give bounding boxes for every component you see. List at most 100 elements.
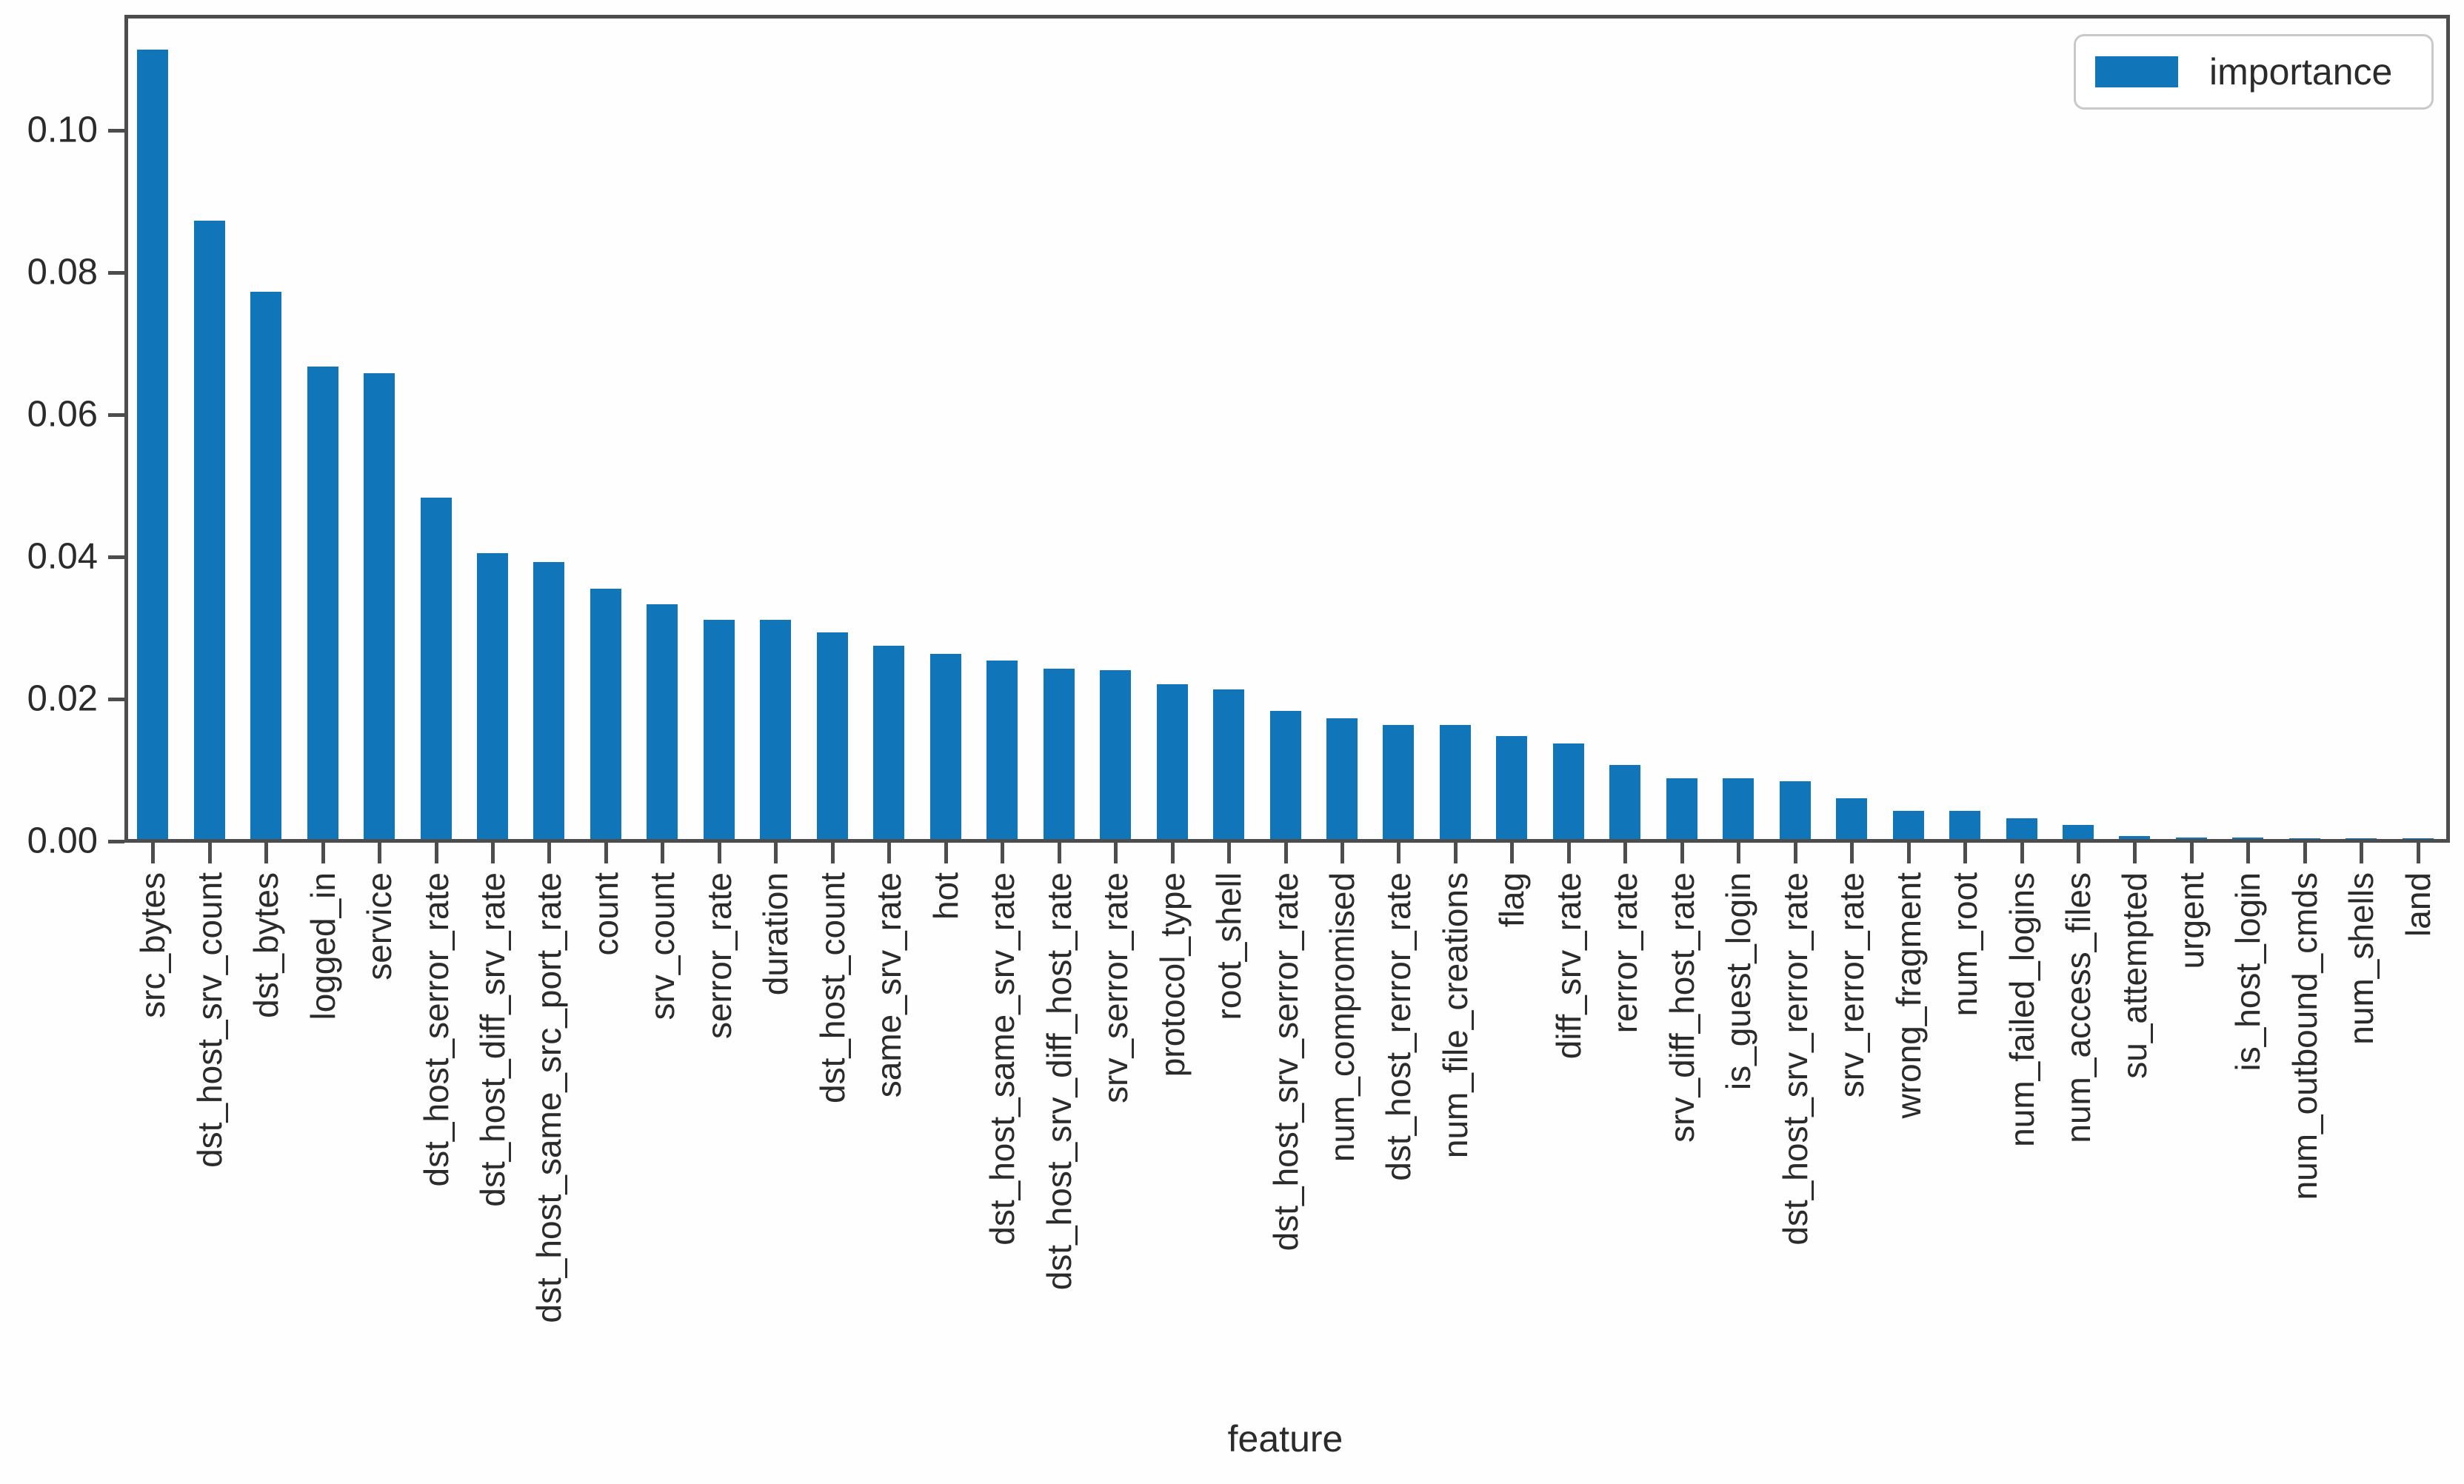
bar-dst_host_srv_rerror_rate (1780, 781, 1811, 839)
x-tick-mark (718, 843, 721, 863)
y-tick-label: 0.04 (27, 536, 98, 576)
x-tick-mark (1680, 843, 1684, 863)
bar-rerror_rate (1609, 765, 1640, 839)
bar-is_guest_login (1723, 778, 1754, 839)
x-tick-mark (1850, 843, 1854, 863)
x-tick-label-num_shells: num_shells (2342, 872, 2380, 1045)
y-tick-label: 0.00 (27, 820, 98, 860)
x-tick-mark (774, 843, 778, 863)
bar-srv_count (647, 604, 678, 839)
plot-right-spine (2446, 15, 2450, 843)
x-tick-mark (1794, 843, 1797, 863)
bar-num_outbound_cmds (2289, 838, 2320, 839)
y-tick-mark (108, 412, 124, 417)
x-tick-mark (1963, 843, 1967, 863)
x-tick-label-diff_srv_rate: diff_srv_rate (1549, 872, 1588, 1060)
x-tick-label-num_root: num_root (1946, 872, 1984, 1017)
bar-hot (930, 654, 961, 839)
bar-dst_host_diff_srv_rate (477, 553, 508, 839)
bar-serror_rate (704, 620, 735, 839)
x-tick-mark (887, 843, 891, 863)
x-tick-label-num_file_creations: num_file_creations (1436, 872, 1475, 1159)
x-tick-mark (2133, 843, 2137, 863)
x-tick-mark (264, 843, 268, 863)
bar-logged_in (307, 367, 338, 839)
x-tick-label-root_shell: root_shell (1209, 872, 1248, 1020)
bar-dst_host_same_src_port_rate (533, 562, 564, 839)
bar-dst_host_srv_serror_rate (1270, 711, 1301, 839)
x-tick-mark (1114, 843, 1118, 863)
x-tick-mark (831, 843, 835, 863)
x-tick-mark (435, 843, 438, 863)
bar-num_failed_logins (2006, 818, 2037, 839)
x-tick-mark (2190, 843, 2194, 863)
bar-urgent (2176, 838, 2207, 839)
x-tick-mark (491, 843, 495, 863)
bar-su_attempted (2119, 836, 2150, 839)
plot-top-spine (124, 15, 2450, 19)
x-tick-label-dst_host_srv_count: dst_host_srv_count (190, 872, 229, 1168)
bar-duration (760, 620, 791, 839)
x-tick-label-same_srv_rate: same_srv_rate (869, 872, 908, 1098)
x-tick-label-dst_host_serror_rate: dst_host_serror_rate (417, 872, 455, 1187)
y-tick-mark (108, 839, 124, 843)
y-tick-mark (108, 128, 124, 133)
x-tick-mark (944, 843, 948, 863)
bar-dst_host_count (817, 632, 848, 839)
x-tick-mark (1171, 843, 1175, 863)
x-tick-label-wrong_fragment: wrong_fragment (1889, 872, 1928, 1119)
x-tick-label-protocol_type: protocol_type (1153, 872, 1192, 1077)
bar-flag (1496, 736, 1527, 839)
x-tick-mark (2077, 843, 2080, 863)
plot-bottom-spine (124, 839, 2450, 843)
bar-num_root (1949, 811, 1980, 839)
x-tick-mark (1397, 843, 1400, 863)
bar-dst_host_serror_rate (421, 498, 452, 839)
bar-src_bytes (137, 50, 168, 839)
legend-label: importance (2209, 51, 2393, 93)
bar-diff_srv_rate (1553, 743, 1584, 839)
bar-root_shell (1213, 689, 1244, 839)
x-tick-mark (378, 843, 381, 863)
x-tick-mark (1623, 843, 1627, 863)
x-tick-mark (1058, 843, 1061, 863)
plot-left-spine (124, 15, 128, 843)
x-tick-mark (604, 843, 608, 863)
x-tick-label-num_compromised: num_compromised (1323, 872, 1361, 1163)
x-tick-label-su_attempted: su_attempted (2115, 872, 2154, 1079)
x-tick-mark (661, 843, 664, 863)
y-tick-mark (108, 555, 124, 559)
bar-count (590, 589, 621, 839)
x-tick-label-srv_serror_rate: srv_serror_rate (1096, 872, 1135, 1103)
x-tick-label-count: count (587, 872, 625, 956)
y-tick-label: 0.10 (27, 110, 98, 150)
x-tick-mark (1454, 843, 1458, 863)
y-tick-mark (108, 697, 124, 701)
x-tick-label-dst_host_diff_srv_rate: dst_host_diff_srv_rate (473, 872, 512, 1207)
bar-is_host_login (2232, 838, 2263, 839)
bar-num_access_files (2063, 825, 2094, 839)
x-tick-label-is_host_login: is_host_login (2228, 872, 2267, 1072)
x-tick-mark (151, 843, 155, 863)
legend: importance (2074, 34, 2434, 110)
x-tick-mark (1001, 843, 1004, 863)
y-tick-label: 0.02 (27, 678, 98, 718)
x-tick-mark (2020, 843, 2024, 863)
y-tick-mark (108, 270, 124, 275)
bar-dst_host_srv_count (194, 221, 225, 839)
x-tick-mark (321, 843, 325, 863)
x-tick-label-urgent: urgent (2172, 872, 2211, 969)
x-tick-label-dst_host_count: dst_host_count (813, 872, 852, 1104)
x-tick-label-srv_count: srv_count (643, 872, 681, 1020)
y-tick-label: 0.06 (27, 394, 98, 434)
x-tick-mark (1737, 843, 1740, 863)
x-tick-mark (2417, 843, 2420, 863)
x-tick-label-logged_in: logged_in (304, 872, 342, 1020)
bar-num_file_creations (1440, 725, 1471, 839)
y-tick-label: 0.08 (27, 252, 98, 292)
x-tick-mark (1567, 843, 1571, 863)
bar-srv_serror_rate (1100, 670, 1131, 839)
legend-swatch (2095, 56, 2178, 87)
x-tick-mark (208, 843, 212, 863)
x-tick-mark (1340, 843, 1344, 863)
